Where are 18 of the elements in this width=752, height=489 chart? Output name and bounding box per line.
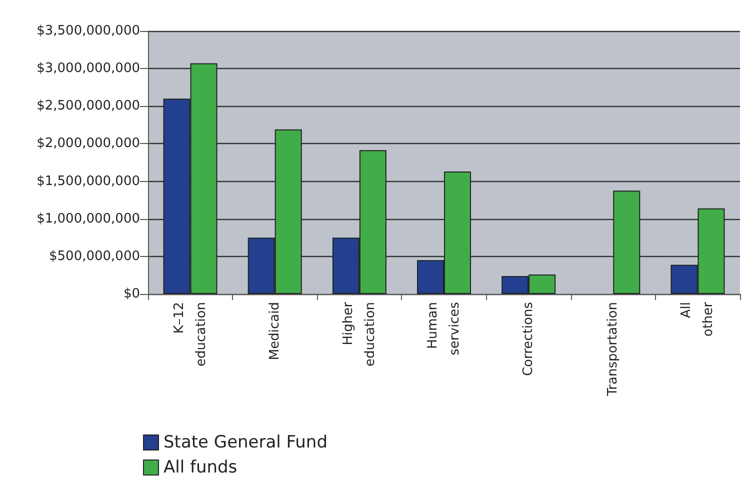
legend-label: All funds — [164, 458, 238, 478]
y-tick-label: $2,000,000,000 — [36, 136, 140, 152]
x-tick-label: Human services — [426, 302, 462, 356]
x-tick-label: Higher education — [340, 301, 378, 367]
y-tick-label: $1,500,000,000 — [36, 174, 140, 189]
y-tick-label: $2,500,000,000 — [36, 98, 140, 114]
x-tick-label: K–12 education — [172, 302, 209, 367]
y-tick-label: $0 — [123, 286, 140, 302]
x-tick-label: Corrections — [521, 302, 536, 376]
bar — [613, 190, 640, 294]
y-tick-label: $3,500,000,000 — [36, 24, 140, 38]
y-tick-label: $1,000,000,000 — [36, 211, 140, 226]
x-tick-label: Medicaid — [267, 302, 282, 360]
x-tick-label: All other — [679, 301, 716, 337]
x-tick-label: Transportation — [606, 302, 621, 397]
legend-label: State General Fund — [164, 432, 328, 452]
y-tick-label: $3,000,000,000 — [36, 61, 140, 76]
y-tick-label: $500,000,000 — [49, 248, 140, 264]
